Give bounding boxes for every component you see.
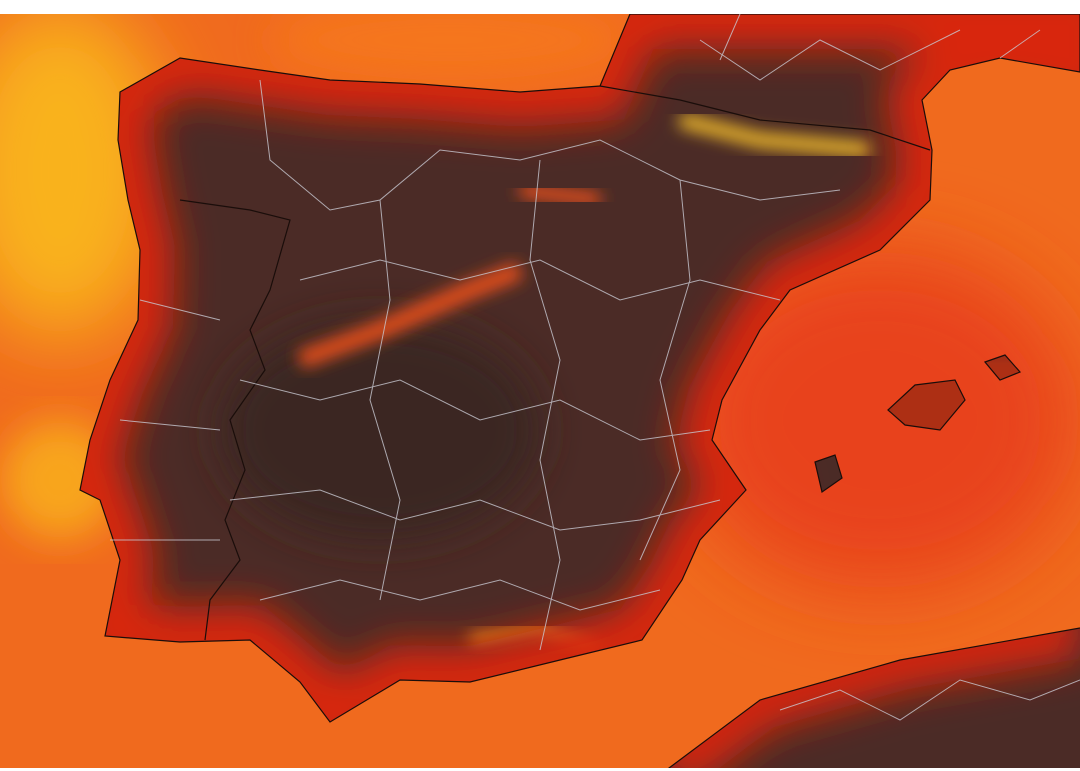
country-border [599, 85, 931, 151]
coastlines [179, 85, 1080, 768]
region-borders [110, 14, 1080, 721]
region-border [639, 179, 691, 561]
island-coast [887, 379, 966, 431]
land-dark [220, 320, 540, 540]
region-border [699, 14, 1041, 81]
region-border [229, 489, 721, 531]
region-border [259, 79, 841, 211]
region-border [110, 299, 221, 541]
mountain-heat [519, 183, 601, 207]
region-border [299, 259, 781, 301]
mountain-heat [678, 113, 871, 157]
region-border [239, 379, 711, 441]
island-coast [814, 454, 843, 494]
island-coast [983, 354, 1022, 381]
sea-patch [270, 14, 630, 80]
region-border [779, 679, 1080, 721]
mountain-heat [296, 261, 524, 369]
sea-hot-patch [680, 250, 1080, 590]
region-border [529, 159, 561, 651]
region-border [259, 579, 661, 611]
region-border [369, 199, 401, 601]
country-border [179, 199, 291, 641]
africa-coast [668, 627, 1080, 768]
